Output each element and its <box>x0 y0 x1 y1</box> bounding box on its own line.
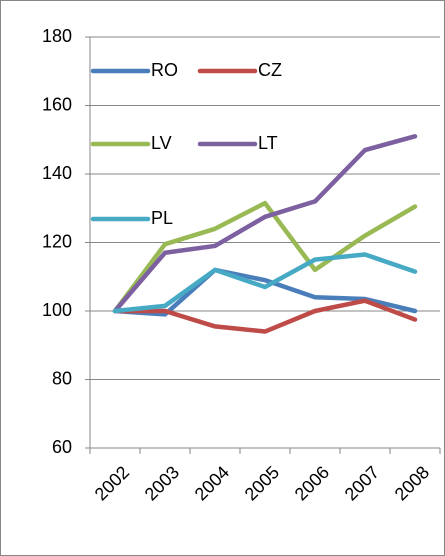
y-tick-label: 180 <box>42 26 72 46</box>
y-tick-label: 100 <box>42 300 72 320</box>
y-tick-label: 140 <box>42 163 72 183</box>
legend-label: LV <box>151 133 172 153</box>
y-tick-label: 80 <box>52 368 72 388</box>
legend-label: CZ <box>258 60 282 80</box>
series-line <box>112 252 418 314</box>
legend-label: LT <box>258 133 278 153</box>
series-line <box>112 200 418 314</box>
legend-label: PL <box>151 208 173 228</box>
y-tick-label: 160 <box>42 94 72 114</box>
y-tick-label: 60 <box>52 437 72 457</box>
legend-label: RO <box>151 60 178 80</box>
series-line <box>112 298 418 334</box>
series-line <box>112 134 418 314</box>
y-tick-label: 120 <box>42 231 72 251</box>
